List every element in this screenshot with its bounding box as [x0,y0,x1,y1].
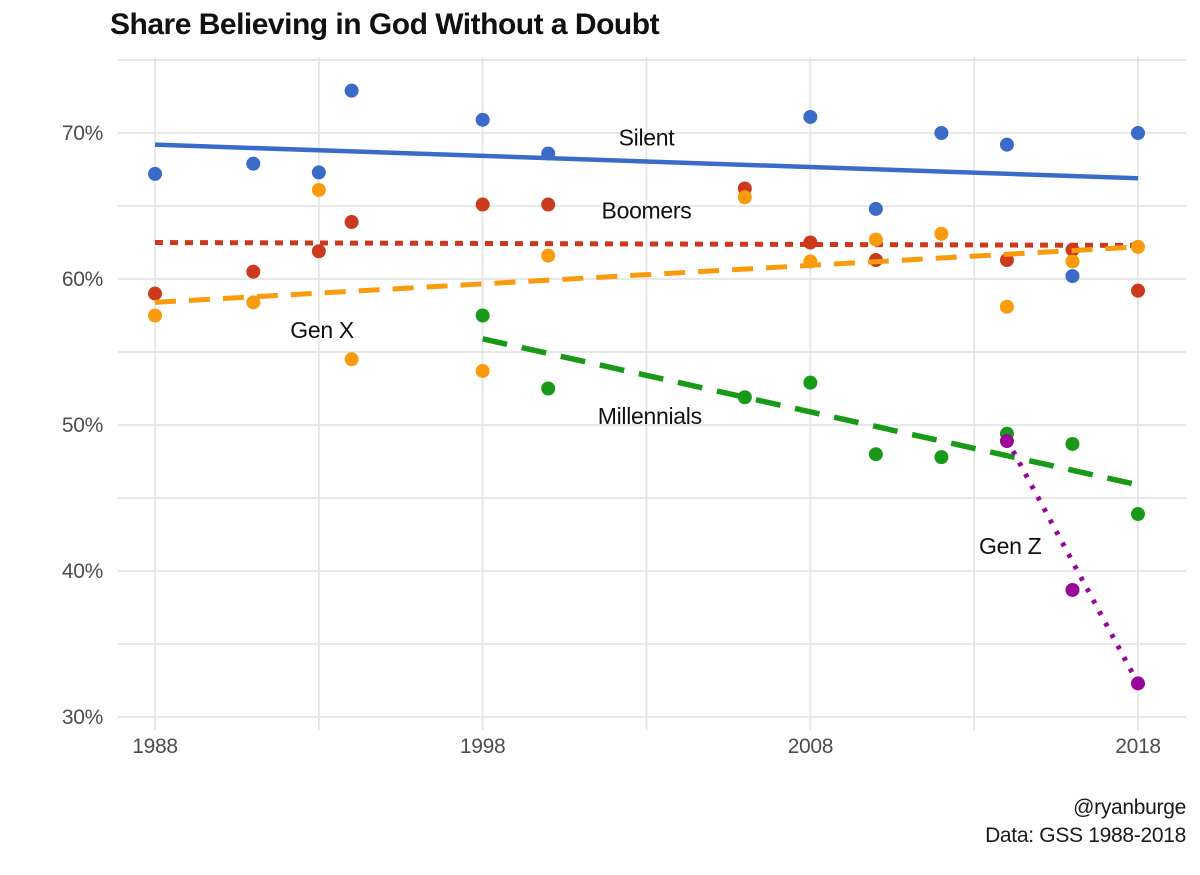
trend-line-gen-x [154,244,1139,305]
data-point-silent [246,156,261,171]
data-point-silent [934,126,949,140]
data-point-silent [311,165,326,180]
data-point-gen-x [148,308,162,323]
data-point-gen-x [934,226,949,241]
y-axis-tick-label: 30% [62,706,103,729]
x-axis-tick-label: 1998 [460,735,506,758]
series-label-silent: Silent [619,124,676,150]
data-point-gen-z [1131,676,1146,691]
data-point-silent [1065,269,1080,284]
data-point-silent [1131,126,1146,140]
data-point-boomers [541,197,556,212]
series-label-boomers: Boomers [602,197,692,223]
data-point-silent [344,83,359,98]
data-point-boomers [148,286,162,301]
data-point-gen-x [1131,239,1146,254]
data-point-silent [541,146,556,161]
trend-line-millennials [482,336,1139,488]
data-point-millennials [1065,436,1080,451]
data-point-boomers [344,215,359,230]
data-point-millennials [1131,507,1146,522]
trend-line-gen-z [1004,438,1141,685]
data-point-millennials [803,375,818,390]
data-point-gen-x [311,182,326,197]
data-point-millennials [475,308,490,323]
data-point-silent [999,137,1014,152]
data-point-boomers [1131,283,1146,298]
data-point-gen-x [246,295,261,310]
x-axis-tick-label: 2008 [788,735,834,758]
y-axis-tick-label: 50% [62,414,103,437]
data-point-silent [475,112,490,127]
data-point-boomers [246,264,261,279]
data-point-gen-x [999,299,1014,314]
x-axis-tick-label: 1988 [132,735,178,758]
caption-source: Data: GSS 1988-2018 [985,823,1186,847]
y-axis-tick-label: 40% [62,560,103,583]
data-point-millennials [737,390,752,405]
data-point-gen-z [1065,582,1080,597]
data-point-millennials [541,381,556,396]
data-point-gen-x [737,190,752,205]
data-point-gen-x [1065,254,1080,269]
data-point-silent [803,109,818,124]
data-point-gen-x [868,232,883,247]
chart-caption: @ryanburge Data: GSS 1988-2018 [985,794,1186,849]
y-axis-tick-label: 60% [62,268,103,291]
caption-author: @ryanburge [1073,796,1186,819]
series-label-gen-z: Gen Z [979,533,1042,559]
data-point-boomers [311,244,326,259]
series-label-gen-x: Gen X [290,317,354,343]
series-label-millennials: Millennials [598,403,702,429]
chart-title: Share Believing in God Without a Doubt [110,8,660,41]
data-point-gen-x [803,254,818,269]
data-point-silent [148,166,162,181]
data-point-boomers [475,197,490,212]
y-axis-tick-label: 70% [62,122,103,145]
data-point-gen-x [344,352,359,367]
data-point-gen-z [999,434,1014,449]
data-point-silent [868,201,883,216]
data-point-gen-x [475,363,490,378]
trend-line-silent [154,142,1139,181]
data-point-millennials [934,450,949,465]
data-point-millennials [868,447,883,462]
data-point-boomers [803,235,818,250]
x-axis-tick-label: 2018 [1115,735,1161,758]
data-point-gen-x [541,248,556,263]
